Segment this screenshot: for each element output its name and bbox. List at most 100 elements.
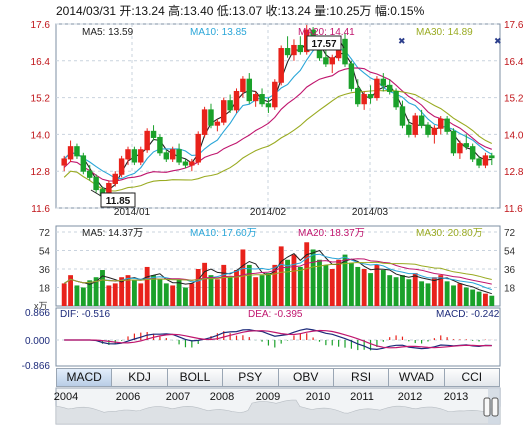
volume-bar — [425, 283, 431, 306]
volume-bar — [329, 269, 335, 306]
volume-bar — [355, 266, 361, 306]
volume-y-tick-right: 72 — [504, 228, 516, 239]
candle-body — [86, 170, 93, 178]
volume-bar — [131, 280, 137, 306]
candle-body — [93, 176, 99, 191]
tab-psy[interactable]: PSY — [223, 368, 279, 387]
candle-body — [125, 149, 131, 160]
candle-body — [489, 155, 495, 159]
candle-body — [284, 48, 291, 56]
volume-ma-legend-item: MA20: 18.37万 — [298, 228, 365, 239]
candle-body — [450, 130, 457, 154]
volume-bar — [100, 270, 105, 306]
price-ma-legend-item: MA30: 14.89 — [416, 27, 473, 38]
candle-body — [425, 124, 431, 135]
volume-bar — [87, 280, 93, 306]
candle-body — [221, 100, 227, 123]
tab-wvad[interactable]: WVAD — [389, 368, 445, 387]
volume-bar — [195, 269, 201, 306]
volume-bar — [112, 283, 118, 306]
volume-bar — [476, 291, 482, 306]
candle-body — [259, 94, 265, 105]
close-marker-icon[interactable]: ✖ — [494, 36, 502, 46]
candle-body — [457, 143, 463, 154]
candle-body — [431, 127, 438, 135]
volume-bar — [438, 275, 444, 306]
candle-body — [438, 118, 444, 129]
volume-bar — [234, 270, 239, 306]
candle-body — [176, 149, 182, 163]
price-y-tick-left: 12.8 — [31, 167, 51, 178]
x-axis-tick: 2014/03 — [352, 207, 389, 218]
candle-body — [444, 118, 450, 132]
close-marker-icon[interactable]: ✖ — [398, 36, 406, 46]
macd-y-tick: 0.866 — [25, 308, 50, 319]
volume-y-tick-left: 72 — [39, 228, 51, 239]
dif-label: DIF: -0.516 — [60, 309, 110, 320]
timeline-right-handle[interactable] — [491, 397, 499, 417]
volume-bar — [125, 275, 131, 306]
macd-y-tick: -0.866 — [22, 361, 51, 372]
macd-panel[interactable] — [55, 307, 501, 367]
candle-body — [380, 78, 387, 86]
candle-body — [233, 90, 240, 111]
price-y-tick-right: 12.8 — [504, 167, 524, 178]
price-ma-legend-item: MA10: 13.85 — [190, 27, 247, 38]
candle-body — [74, 146, 80, 157]
timeline-year: 2007 — [166, 391, 190, 403]
price-y-tick-left: 14.0 — [31, 130, 51, 141]
volume-bar — [361, 269, 367, 306]
volume-ma-legend-item: MA30: 20.80万 — [416, 228, 483, 239]
volume-bar — [176, 279, 182, 306]
low-label-box — [100, 192, 136, 208]
volume-y-tick-right: 54 — [504, 247, 516, 258]
volume-bar — [253, 277, 259, 306]
candle-body — [112, 173, 118, 184]
volume-bar — [297, 266, 303, 306]
volume-bar — [336, 259, 342, 306]
timeline-left-handle[interactable] — [483, 397, 491, 417]
candle-body — [463, 143, 470, 148]
tab-kdj[interactable]: KDJ — [112, 368, 168, 387]
candle-body — [118, 158, 125, 175]
candle-body — [348, 63, 355, 89]
volume-bar — [266, 273, 271, 306]
macd-y-axis: 0.866 0.000 -0.866 — [22, 308, 51, 372]
indicator-tabs: MACD KDJ BOLL PSY OBV RSI WVAD CCI — [56, 368, 500, 387]
volume-bar — [291, 254, 297, 306]
volume-bar — [483, 293, 488, 306]
volume-bar — [368, 273, 373, 306]
candle-body — [482, 155, 489, 166]
volume-ma-legend-item: MA5: 14.37万 — [82, 228, 143, 239]
candle-body — [131, 149, 138, 163]
volume-bar — [227, 277, 233, 306]
candle-body — [189, 161, 195, 166]
tab-cci[interactable]: CCI — [444, 368, 500, 387]
quote-summary: 2014/03/31 开:13.24 高:13.40 低:13.07 收:13.… — [56, 3, 425, 18]
dea-line — [64, 329, 492, 349]
volume-bar — [463, 287, 469, 306]
candle-body — [355, 87, 361, 105]
volume-bar — [93, 277, 99, 306]
macd-y-tick: 0.000 — [25, 336, 50, 347]
volume-bar — [380, 270, 386, 306]
price-grid — [56, 23, 500, 209]
volume-bar — [457, 283, 463, 306]
low-leader — [90, 189, 102, 197]
price-ma-legend: MA5: 13.59 MA10: 13.85 MA20: 14.41 MA30: 14… — [82, 27, 473, 38]
tab-boll[interactable]: BOLL — [167, 368, 224, 387]
candle-body — [169, 149, 176, 160]
tab-obv[interactable]: OBV — [278, 368, 334, 387]
volume-y-tick-left: 18 — [39, 284, 51, 295]
tab-rsi[interactable]: RSI — [333, 368, 390, 387]
price-y-tick-left: 15.2 — [31, 94, 51, 105]
timeline-year: 2004 — [54, 391, 78, 403]
tab-macd[interactable]: MACD — [56, 368, 113, 387]
price-y-tick-left: 11.6 — [31, 204, 50, 215]
volume-bar — [419, 281, 425, 306]
candle-body — [163, 152, 170, 160]
candle-body — [252, 94, 259, 102]
volume-bar — [387, 275, 393, 306]
